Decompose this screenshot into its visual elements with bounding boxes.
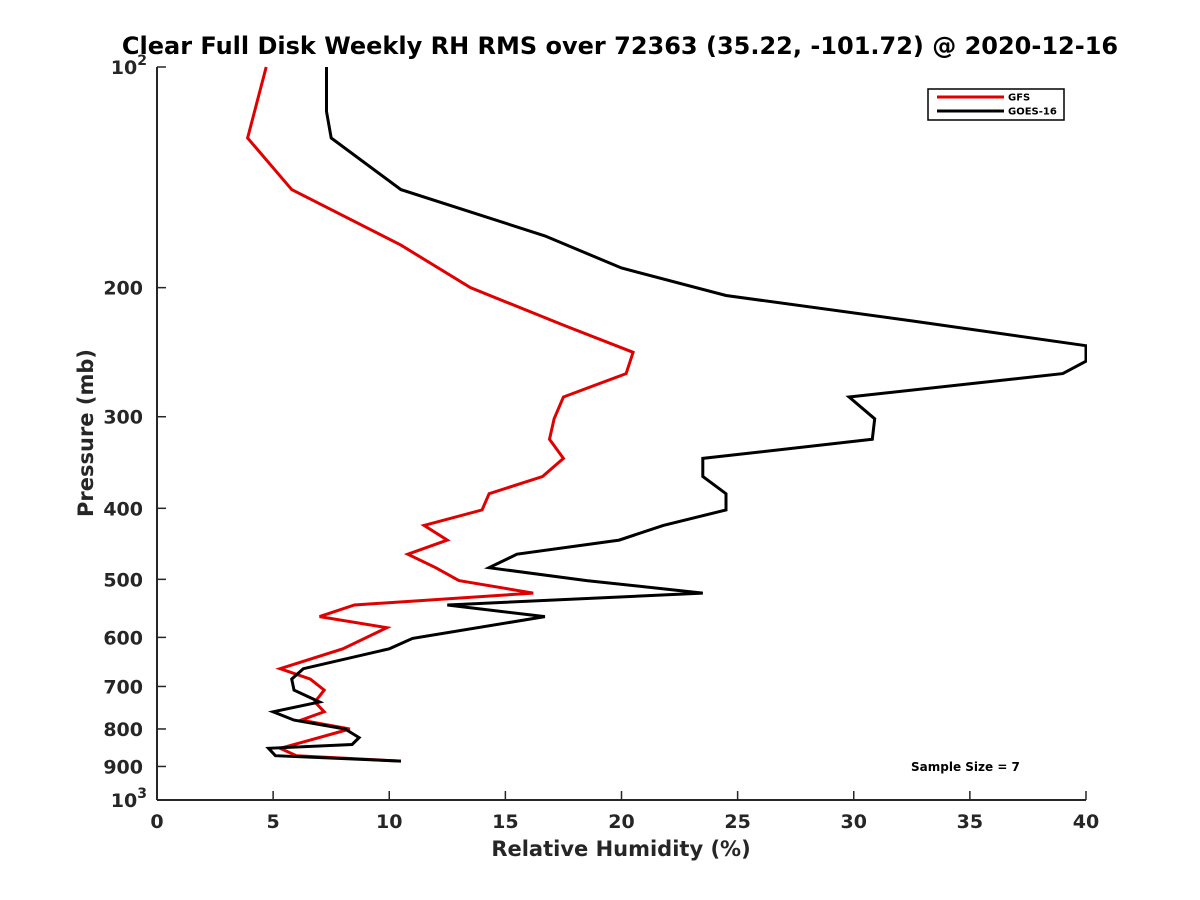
legend-label-goes-16: GOES-16 (1008, 107, 1057, 118)
y-tick-label: 700 (103, 676, 143, 698)
y-tick-label: 900 (103, 756, 143, 778)
legend-box (927, 88, 1065, 121)
x-tick-label: 30 (841, 811, 867, 833)
y-axis-label: Pressure (mb) (74, 349, 98, 517)
x-tick-label: 15 (492, 811, 518, 833)
series-line-goes-16 (265, 67, 1087, 763)
y-tick-label: 800 (103, 719, 143, 741)
plot-area (245, 66, 1087, 763)
x-tick-label: 0 (150, 811, 163, 833)
sample-size-annotation: Sample Size = 7 (911, 760, 1020, 774)
x-tick-label: 5 (267, 811, 280, 833)
y-tick-label: 500 (103, 569, 143, 591)
legend: GFS GOES-16 (927, 88, 1065, 121)
axes: 0 5 10 15 20 25 30 35 40 102 200 300 400 500 600 700 800… (103, 53, 1099, 833)
y-tick-label: 600 (103, 627, 143, 649)
x-tick-label: 20 (608, 811, 634, 833)
y-tick-label: 103 (111, 786, 147, 812)
y-tick-label: 200 (103, 278, 143, 300)
y-tick-label: 400 (103, 498, 143, 520)
chart-title: Clear Full Disk Weekly RH RMS over 72363… (122, 32, 1118, 60)
x-axis-label: Relative Humidity (%) (491, 837, 750, 861)
x-tick-label: 25 (724, 811, 750, 833)
x-tick-label: 35 (957, 811, 983, 833)
y-tick-label: 102 (111, 53, 147, 79)
x-tick-label: 10 (376, 811, 402, 833)
y-tick-label: 300 (103, 407, 143, 429)
x-tick-label: 40 (1073, 811, 1099, 833)
series-line-gfs (245, 66, 635, 763)
legend-label-gfs: GFS (1008, 93, 1030, 104)
